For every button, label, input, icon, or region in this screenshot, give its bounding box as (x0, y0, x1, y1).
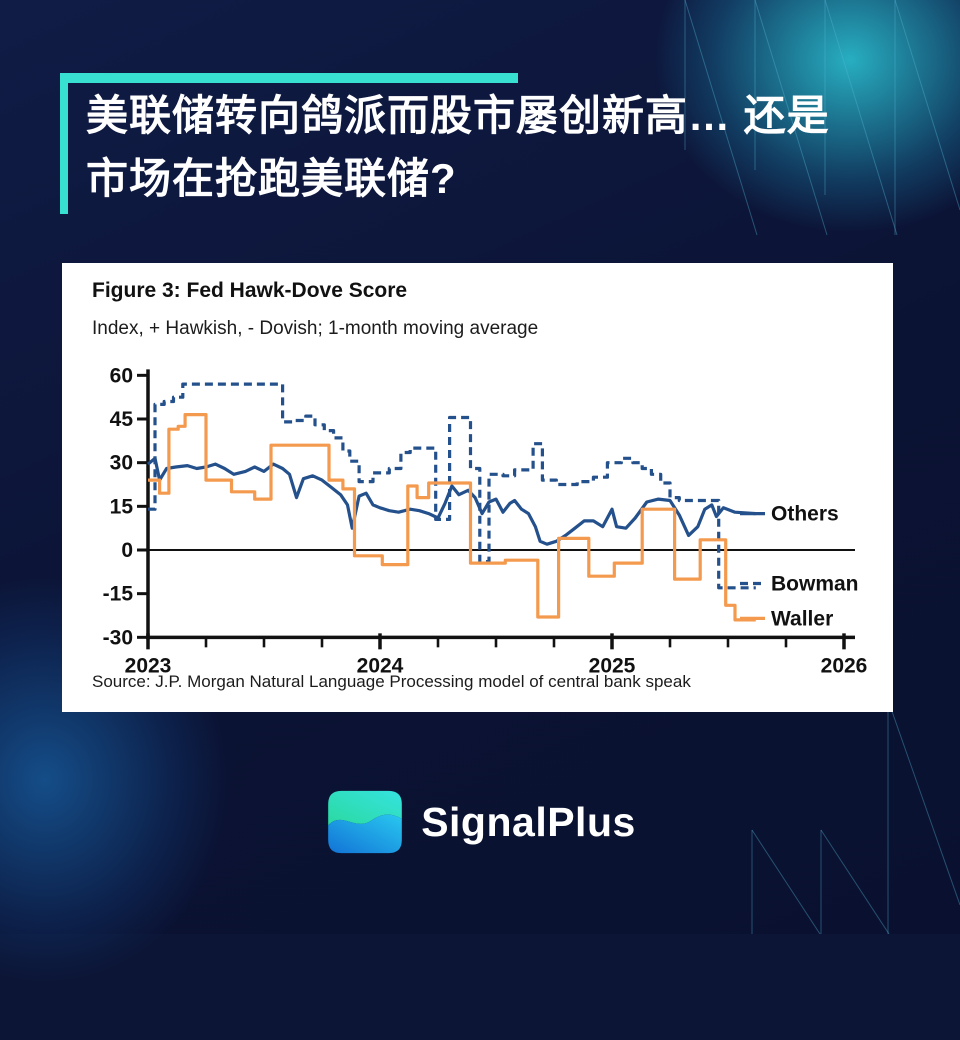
figure-subtitle: Index, + Hawkish, - Dovish; 1-month movi… (92, 318, 539, 339)
series-waller-line (148, 413, 756, 622)
title-accent-bar-vertical (60, 73, 68, 214)
page-title: 美联储转向鸽派而股市屡创新高… 还是 市场在抢跑美联储? (86, 84, 926, 210)
x-tick-label: 2024 (357, 654, 404, 677)
logo-top-wave (328, 790, 403, 826)
brand-name: SignalPlus (421, 798, 636, 845)
legend-label-waller: Waller (771, 607, 833, 630)
footer-brand: SignalPlus (0, 786, 960, 858)
logo-bottom-wave (328, 814, 403, 854)
series-others-line (146, 456, 756, 546)
x-tick-label: 2025 (589, 654, 636, 677)
y-tick-label: 60 (110, 364, 133, 387)
chart-card: Figure 3: Fed Hawk-Dove Score Index, + H… (62, 263, 893, 712)
page-title-line2: 市场在抢跑美联储? (86, 155, 457, 202)
legend-label-others: Others (771, 503, 839, 526)
figure-source: Source: J.P. Morgan Natural Language Pro… (92, 672, 691, 691)
fed-hawk-dove-chart: 60 45 30 15 0 -15 -30 2023 2024 2025 2026 Others Bow… (103, 364, 868, 677)
legend-label-bowman: Bowman (771, 572, 859, 595)
signalplus-logo-icon (328, 790, 403, 854)
x-tick-label: 2023 (125, 654, 172, 677)
title-accent-bar-horizontal (60, 73, 518, 83)
y-tick-label: 30 (110, 452, 133, 475)
figure-title: Figure 3: Fed Hawk-Dove Score (92, 279, 408, 302)
x-tick-label: 2026 (821, 654, 868, 677)
y-tick-label: 15 (110, 495, 134, 518)
y-tick-label: -30 (103, 626, 133, 649)
y-tick-label: -15 (103, 583, 134, 606)
y-tick-label: 45 (110, 408, 134, 431)
y-tick-label: 0 (121, 539, 133, 562)
page-title-line1: 美联储转向鸽派而股市屡创新高… 还是 (86, 92, 830, 139)
